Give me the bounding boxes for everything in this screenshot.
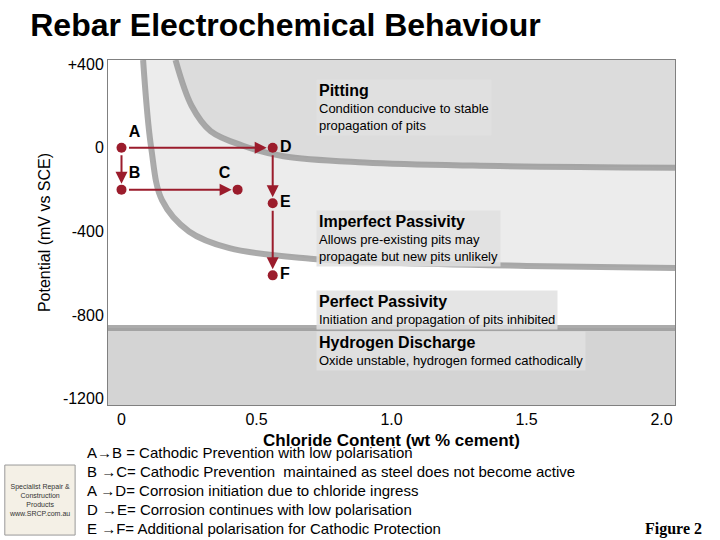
svg-text:A: A	[129, 123, 141, 140]
svg-text:Specialist Repair &Constructio: Specialist Repair &ConstructionProductsw…	[9, 483, 70, 517]
svg-text:A →D= Corrosion initiation due: A →D= Corrosion initiation due to chlori…	[87, 482, 418, 499]
svg-text:-1200: -1200	[63, 390, 104, 407]
svg-text:Potential (mV vs SCE): Potential (mV vs SCE)	[36, 153, 53, 312]
svg-text:Chloride Content (wt % cement): Chloride Content (wt % cement)	[263, 431, 520, 450]
svg-text:PittingCondition conducive to: PittingCondition conducive to stableprop…	[319, 82, 489, 133]
svg-text:0.5: 0.5	[245, 411, 267, 428]
svg-text:C: C	[219, 164, 231, 181]
svg-text:B: B	[129, 164, 141, 181]
svg-text:E →F= Additional polarisation: E →F= Additional polarisation for Cathod…	[87, 520, 441, 537]
svg-text:0: 0	[117, 411, 126, 428]
svg-text:B →C= Cathodic Prevention mai: B →C= Cathodic Prevention maintained as …	[87, 463, 575, 480]
svg-text:Hydrogen DischargeOxide unstab: Hydrogen DischargeOxide unstable, hydrog…	[319, 334, 583, 368]
svg-text:A→B = Cathodic Prevention with: A→B = Cathodic Prevention with low polar…	[87, 444, 413, 461]
svg-text:Figure 2: Figure 2	[645, 520, 702, 538]
svg-text:-400: -400	[72, 223, 104, 240]
svg-text:2.0: 2.0	[650, 411, 672, 428]
svg-text:D →E= Corrosion continues with: D →E= Corrosion continues with low polar…	[87, 501, 412, 518]
svg-text:Perfect PassivityInitiation an: Perfect PassivityInitiation and propagat…	[319, 293, 555, 327]
svg-text:+400: +400	[68, 56, 104, 73]
svg-text:E: E	[280, 193, 291, 210]
svg-text:D: D	[280, 138, 292, 155]
svg-text:1.5: 1.5	[515, 411, 537, 428]
svg-text:1.0: 1.0	[380, 411, 402, 428]
svg-text:-800: -800	[72, 307, 104, 324]
svg-text:Rebar Electrochemical Behaviou: Rebar Electrochemical Behaviour	[30, 7, 540, 43]
svg-text:F: F	[280, 265, 290, 282]
svg-text:Imperfect PassivityAllows pre-: Imperfect PassivityAllows pre-existing p…	[319, 213, 498, 264]
svg-text:0: 0	[95, 139, 104, 156]
